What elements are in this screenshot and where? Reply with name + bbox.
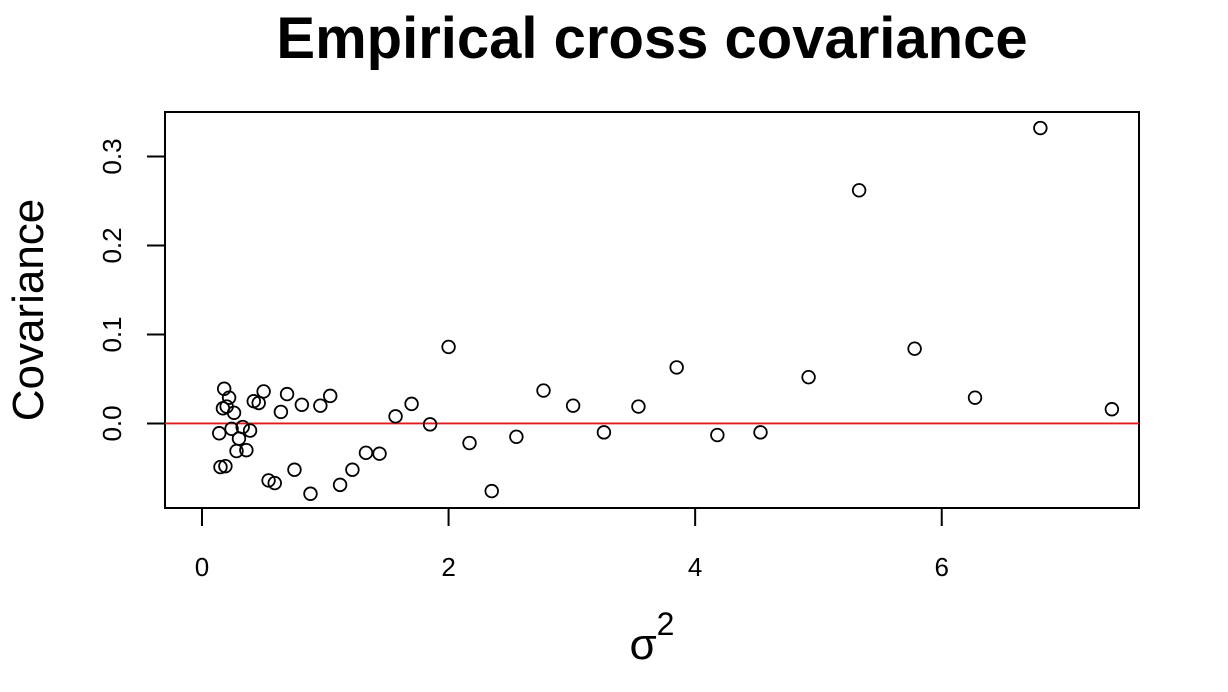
data-point-19	[267, 475, 282, 491]
data-point-29	[358, 445, 374, 461]
x-axis-label: σ2	[630, 606, 675, 669]
data-point-30	[372, 446, 387, 461]
data-point-13	[239, 442, 254, 458]
data-point-8	[224, 421, 239, 437]
data-point-35	[462, 435, 477, 451]
data-point-44	[753, 425, 768, 440]
data-point-48	[967, 390, 983, 405]
data-point-38	[536, 383, 551, 398]
data-point-28	[345, 462, 360, 477]
x-axis: 0 2 4 6	[183, 507, 949, 582]
data-point-36	[484, 483, 499, 499]
y-axis-label: Covariance	[4, 199, 53, 422]
data-point-20	[273, 404, 289, 420]
data-point-42	[669, 360, 684, 375]
data-point-12	[235, 419, 250, 435]
data-point-39	[565, 398, 581, 413]
data-point-17	[256, 384, 271, 399]
x-axis-label-superscript: 2	[657, 606, 675, 642]
data-point-43	[710, 427, 725, 443]
data-point-47	[907, 341, 922, 356]
data-point-21	[279, 386, 295, 402]
data-point-22	[287, 462, 302, 477]
data-point-5	[218, 458, 233, 474]
x-tick-label-0: 0	[195, 552, 209, 582]
data-point-27	[332, 477, 348, 493]
data-point-33	[422, 417, 438, 432]
data-point-50	[1104, 402, 1120, 417]
plot-area	[164, 111, 1140, 509]
x-axis-label-base: σ	[630, 620, 657, 669]
x-tick-label-2: 4	[688, 552, 702, 582]
y-tick-label-1: 0.1	[97, 316, 127, 352]
data-point-34	[441, 339, 456, 355]
y-tick-label-0: 0.0	[97, 405, 127, 441]
y-tick-label-3: 0.3	[97, 138, 127, 174]
y-axis: 0.0 0.1 0.2 0.3	[97, 138, 166, 442]
data-point-14	[242, 423, 258, 438]
data-points	[212, 120, 1120, 501]
data-point-7	[221, 390, 237, 405]
data-point-37	[509, 429, 524, 445]
data-point-26	[323, 388, 338, 404]
data-point-46	[851, 183, 867, 198]
data-point-49	[1033, 120, 1048, 136]
data-point-9	[226, 405, 242, 420]
data-point-2	[213, 459, 228, 475]
data-point-24	[303, 486, 318, 501]
data-point-23	[294, 397, 310, 412]
data-point-40	[596, 425, 612, 440]
data-point-25	[313, 398, 328, 413]
data-point-1	[212, 426, 227, 441]
x-tick-label-1: 2	[441, 552, 455, 582]
data-point-31	[388, 409, 403, 424]
data-point-16	[251, 395, 266, 411]
x-tick-label-3: 6	[934, 552, 948, 582]
data-point-41	[631, 399, 646, 414]
chart-title: Empirical cross covariance	[276, 6, 1027, 71]
data-point-45	[801, 369, 816, 385]
plot-frame	[164, 111, 1140, 509]
data-point-32	[404, 396, 419, 412]
y-tick-label-2: 0.2	[97, 227, 127, 263]
